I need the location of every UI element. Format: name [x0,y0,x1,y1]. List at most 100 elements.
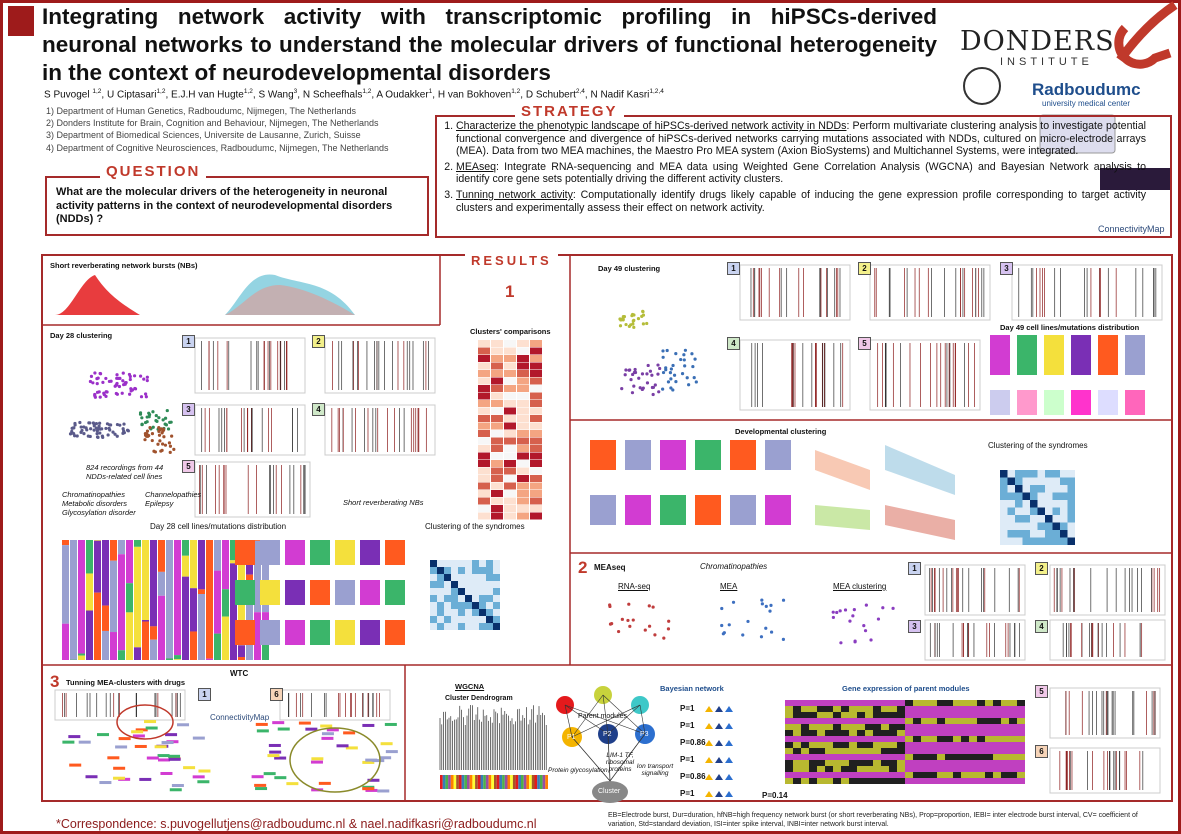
figure-shape [1045,477,1053,485]
figure-shape [993,748,1001,754]
figure-shape [825,748,833,754]
figure-shape [230,540,237,561]
figure-shape [977,754,985,760]
figure-shape [953,748,961,754]
figure-shape [720,623,724,628]
figure-shape [764,626,768,630]
figure-shape [145,379,149,383]
figure-shape [857,730,865,736]
figure-shape [225,285,355,315]
figure-shape [865,724,873,730]
figure-shape [182,576,189,660]
figure-shape [512,775,516,789]
figure-shape [493,602,500,609]
figure-shape [145,726,158,730]
figure-shape [602,694,609,735]
figure-shape [448,775,451,789]
figure-shape [472,775,476,789]
figure-shape [430,623,437,630]
figure-shape [144,395,148,399]
corner-mark [8,6,34,36]
figure-shape [682,353,686,357]
figure-shape [478,437,490,445]
figure-shape [793,760,801,766]
figure-shape [841,712,849,718]
figure-shape [1000,500,1008,508]
figure-shape [1001,718,1009,724]
figure-shape [881,754,889,760]
figure-shape [661,370,666,375]
figure-shape [1017,748,1025,754]
figure-shape [517,422,529,430]
figure-shape [961,718,969,724]
figure-shape [157,433,162,437]
figure-shape [128,392,132,396]
figure-shape [158,571,165,596]
figure-shape [274,776,287,780]
figure-shape [1001,724,1009,730]
figure-shape [530,340,542,347]
figure-shape [977,724,985,730]
question-box [45,176,429,236]
module-label: LIM-1 TF, ribosomal proteins [605,752,635,773]
dendrogram-title: Cluster Dendrogram [445,695,513,702]
author-name: , E.J.H van Hugte [165,89,244,101]
figure-shape [881,760,889,766]
figure-shape [1060,507,1068,515]
figure-shape [255,787,268,791]
figure-shape [1052,522,1060,530]
figure-shape [465,595,472,602]
figure-shape [913,778,921,784]
figure-shape [945,772,953,778]
figure-shape [687,383,691,387]
figure-shape [857,724,865,730]
figure-shape [62,540,69,546]
figure-shape [197,780,210,784]
figure-shape [542,775,546,789]
figure-shape [1009,760,1017,766]
figure-shape [437,616,444,623]
figure-shape [192,736,205,740]
figure-shape [118,423,122,427]
strategy-term: MEAseq [456,160,497,173]
figure-shape [335,620,355,645]
figure-shape [517,362,529,370]
figure-shape [897,730,905,736]
figure-shape [102,391,106,395]
figure-shape [764,604,768,609]
figure-shape [121,379,125,383]
figure-shape [345,746,358,750]
figure-shape [343,731,356,735]
figure-shape [793,718,801,724]
figure-shape [214,570,221,634]
figure-shape [889,730,897,736]
figure-shape [793,706,801,712]
figure-shape [465,567,472,574]
figure-shape [785,700,793,706]
figure-shape [725,740,733,746]
figure-shape [929,706,937,712]
figure-shape [365,758,378,762]
figure-shape [150,540,157,627]
figure-shape [111,430,115,434]
figure-shape [163,416,168,420]
figure-shape [182,555,189,577]
cluster-number: 1 [908,562,921,575]
figure-shape [1000,477,1008,485]
figure-shape [849,778,857,784]
figure-shape [73,423,77,427]
figure-shape [809,700,817,706]
author-affiliation: 1 [428,88,433,95]
figure-shape [929,778,937,784]
figure-shape [504,490,516,497]
figure-shape [825,700,833,706]
figure-shape [1052,507,1060,515]
figure-shape [115,392,119,396]
figure-shape [1052,485,1060,493]
figure-shape [727,623,731,627]
figure-shape [801,760,809,766]
figure-shape [531,775,535,789]
figure-shape [321,736,334,740]
figure-shape [478,430,490,437]
